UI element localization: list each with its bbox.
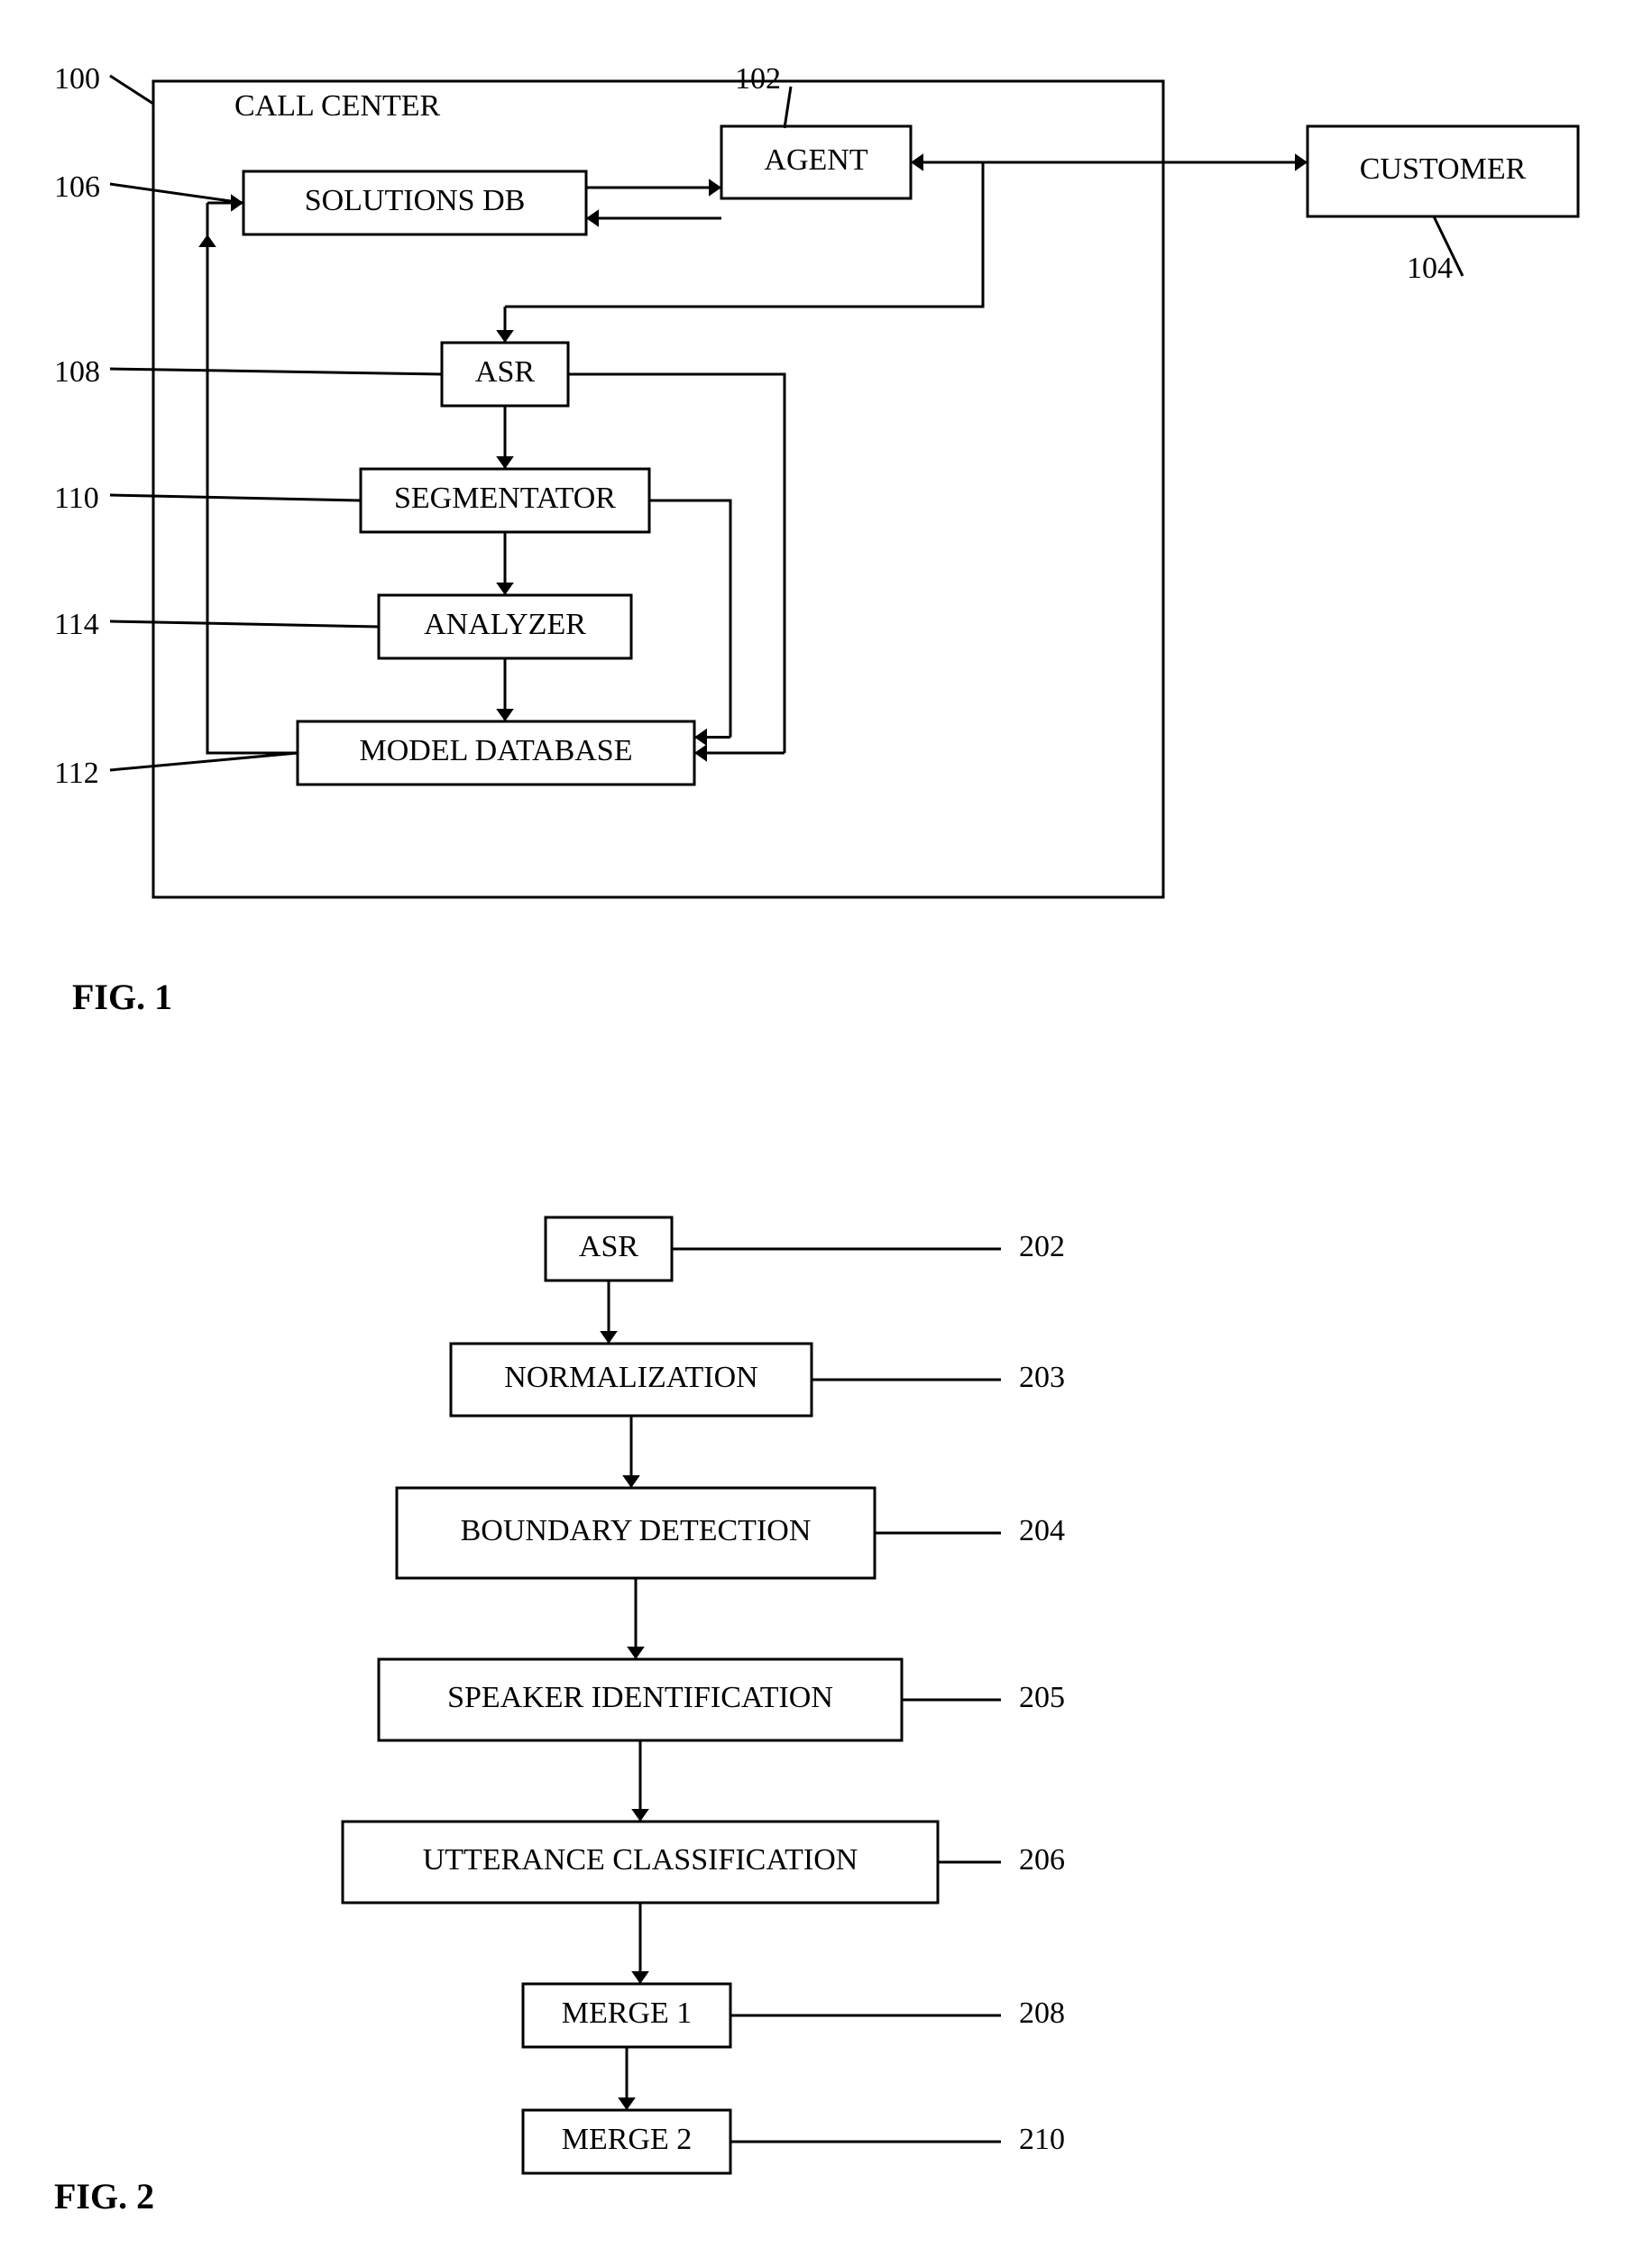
fig-1: CALL CENTER AGENT CUSTOMER SOLUTIONS DB ASR S…: [54, 62, 1578, 1017]
svg-text:MODEL DATABASE: MODEL DATABASE: [360, 734, 633, 767]
ref-106: 106: [54, 170, 243, 204]
customer-node: CUSTOMER: [1308, 126, 1578, 216]
svg-text:102: 102: [735, 62, 781, 96]
svg-text:BOUNDARY DETECTION: BOUNDARY DETECTION: [461, 1514, 812, 1547]
svg-text:NORMALIZATION: NORMALIZATION: [504, 1361, 757, 1394]
svg-text:ASR: ASR: [579, 1230, 638, 1263]
svg-text:CALL CENTER: CALL CENTER: [234, 89, 441, 123]
agent-node: AGENT: [721, 126, 911, 198]
f2-bound-node: BOUNDARY DETECTION: [397, 1488, 875, 1578]
analyzer-node: ANALYZER: [379, 595, 631, 658]
svg-text:MERGE 2: MERGE 2: [562, 2123, 693, 2156]
svg-text:MERGE 1: MERGE 1: [562, 1996, 693, 2030]
svg-text:SEGMENTATOR: SEGMENTATOR: [394, 482, 616, 515]
f2-merge2-node: MERGE 2: [523, 2110, 730, 2173]
f2-norm-node: NORMALIZATION: [451, 1344, 812, 1416]
f2-speaker-node: SPEAKER IDENTIFICATION: [379, 1659, 902, 1740]
svg-text:210: 210: [1019, 2123, 1065, 2156]
svg-text:202: 202: [1019, 1230, 1065, 1263]
svg-text:205: 205: [1019, 1681, 1065, 1714]
svg-text:112: 112: [54, 757, 99, 790]
ref-114: 114: [54, 608, 379, 641]
ref-102: 102: [735, 62, 791, 128]
solutions-db-node: SOLUTIONS DB: [243, 171, 586, 234]
f2-merge1-node: MERGE 1: [523, 1984, 730, 2047]
svg-text:106: 106: [54, 170, 100, 204]
svg-text:ASR: ASR: [475, 355, 535, 389]
ref-104: 104: [1407, 216, 1463, 285]
segmentator-node: SEGMENTATOR: [361, 469, 649, 532]
svg-text:UTTERANCE CLASSIFICATION: UTTERANCE CLASSIFICATION: [423, 1843, 858, 1877]
svg-text:FIG. 2: FIG. 2: [54, 2176, 154, 2217]
f2-uclass-node: UTTERANCE CLASSIFICATION: [343, 1822, 938, 1903]
svg-text:108: 108: [54, 355, 100, 389]
fig-2: ASR 202 NORMALIZATION 203 BOUNDARY DETECTION…: [54, 1217, 1065, 2217]
svg-text:AGENT: AGENT: [764, 143, 867, 177]
svg-text:208: 208: [1019, 1996, 1065, 2030]
svg-text:114: 114: [54, 608, 99, 641]
ref-112: 112: [54, 753, 298, 790]
svg-text:SPEAKER IDENTIFICATION: SPEAKER IDENTIFICATION: [447, 1681, 833, 1714]
svg-text:FIG. 1: FIG. 1: [72, 977, 172, 1017]
svg-text:206: 206: [1019, 1843, 1065, 1877]
model-db-node: MODEL DATABASE: [298, 721, 694, 785]
svg-text:100: 100: [54, 62, 100, 96]
svg-text:SOLUTIONS DB: SOLUTIONS DB: [305, 184, 526, 217]
ref-100: 100: [54, 62, 153, 104]
asr-node: ASR: [442, 343, 568, 406]
svg-text:ANALYZER: ANALYZER: [424, 608, 586, 641]
ref-108: 108: [54, 355, 442, 389]
svg-text:110: 110: [54, 482, 99, 515]
f2-asr-node: ASR: [546, 1217, 672, 1280]
svg-text:204: 204: [1019, 1514, 1065, 1547]
svg-text:CUSTOMER: CUSTOMER: [1360, 152, 1527, 186]
svg-text:104: 104: [1407, 252, 1453, 285]
svg-text:203: 203: [1019, 1361, 1065, 1394]
